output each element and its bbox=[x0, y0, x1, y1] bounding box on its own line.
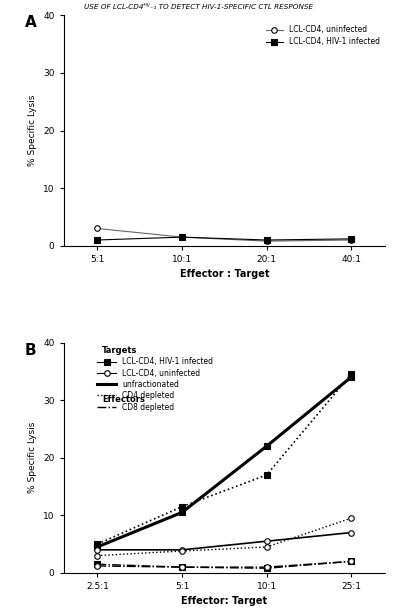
Text: Targets: Targets bbox=[102, 346, 137, 355]
Text: Effectors: Effectors bbox=[102, 395, 145, 405]
X-axis label: Effector : Target: Effector : Target bbox=[179, 269, 269, 279]
Y-axis label: % Specific Lysis: % Specific Lysis bbox=[29, 422, 37, 493]
Text: B: B bbox=[25, 342, 37, 357]
X-axis label: Effector: Target: Effector: Target bbox=[181, 596, 267, 607]
Text: A: A bbox=[25, 15, 37, 30]
Text: USE OF LCL-CD4ᴴᴵᴶ₋₁ TO DETECT HIV-1-SPECIFIC CTL RESPONSE: USE OF LCL-CD4ᴴᴵᴶ₋₁ TO DETECT HIV-1-SPEC… bbox=[84, 4, 313, 10]
Legend: LCL-CD4, uninfected, LCL-CD4, HIV-1 infected: LCL-CD4, uninfected, LCL-CD4, HIV-1 infe… bbox=[264, 24, 381, 48]
Y-axis label: % Specific Lysis: % Specific Lysis bbox=[29, 95, 37, 166]
Legend: LCL-CD4, HIV-1 infected, LCL-CD4, uninfected, unfractionated, CD4 depleted, CD8 : LCL-CD4, HIV-1 infected, LCL-CD4, uninfe… bbox=[96, 357, 214, 412]
